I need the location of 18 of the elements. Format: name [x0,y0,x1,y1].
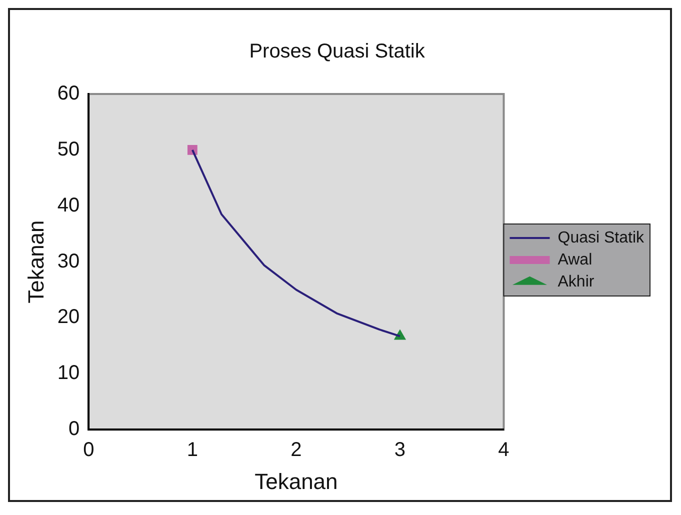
legend-label: Akhir [558,273,595,290]
x-tick-label: 1 [186,439,198,462]
x-tick-label: 2 [290,439,302,462]
x-tick-label: 0 [83,439,94,462]
y-tick-label: 40 [57,194,80,216]
y-tick-label: 10 [57,362,80,384]
y-tick-label: 20 [57,306,80,328]
y-tick-label: 60 [57,82,80,105]
legend-label: Quasi Statik [558,229,645,246]
legend-label: Awal [558,251,592,268]
x-axis-title: Tekanan [254,468,338,494]
y-tick-label: 50 [57,138,80,160]
chart-title: Proses Quasi Statik [249,40,426,63]
x-tick-label: 4 [498,439,510,462]
x-tick-label: 3 [394,439,406,462]
y-tick-label: 30 [57,250,80,272]
y-tick-label: 0 [68,418,80,440]
y-axis-title: Tekanan [23,220,48,304]
